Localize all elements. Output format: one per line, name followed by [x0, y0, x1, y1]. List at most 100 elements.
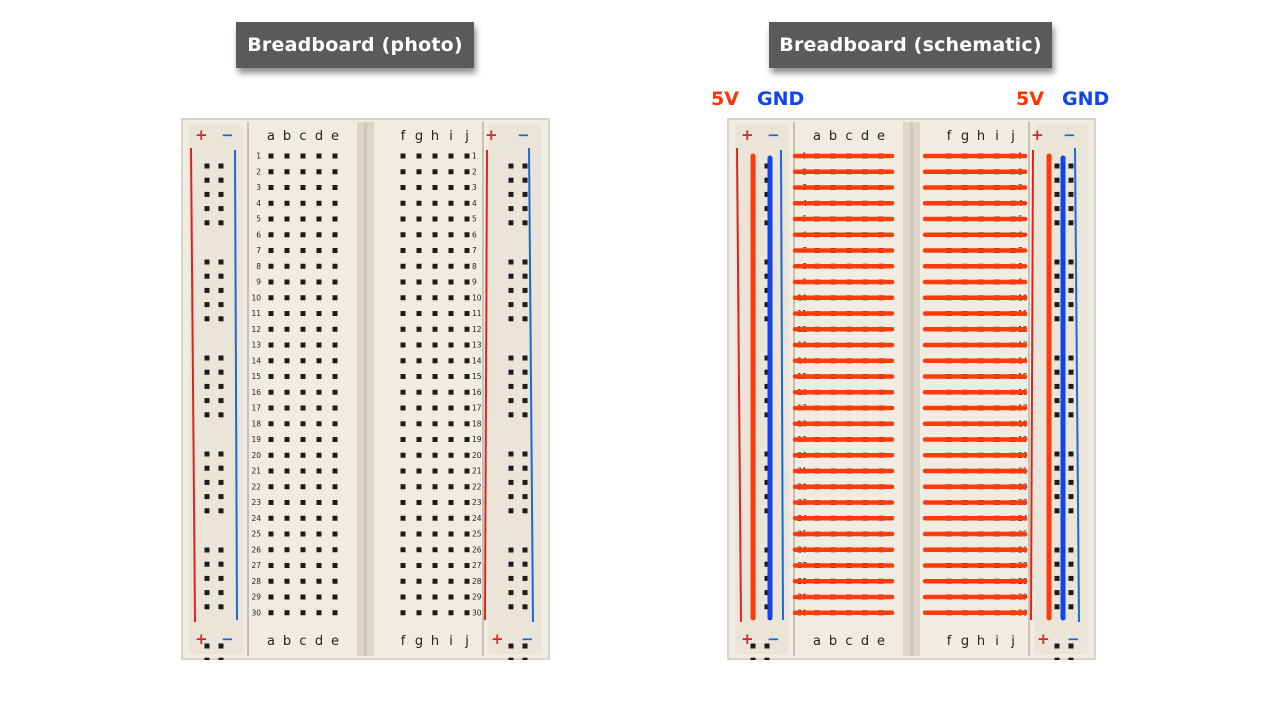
photo-col-header-top: f	[401, 129, 406, 144]
terminal-hole	[300, 563, 306, 568]
terminal-hole	[332, 531, 338, 537]
row-number: 9	[472, 278, 477, 287]
terminal-hole	[448, 468, 454, 474]
rail-hole	[218, 412, 224, 418]
terminal-hole	[332, 200, 338, 206]
rail-hole	[508, 177, 514, 183]
rail-hole	[764, 287, 770, 293]
terminal-hole	[432, 405, 438, 411]
terminal-hole	[432, 468, 438, 474]
terminal-hole	[464, 326, 470, 332]
terminal-hole	[332, 263, 338, 269]
terminal-hole	[300, 468, 306, 474]
terminal-hole	[268, 484, 274, 490]
terminal-hole	[300, 405, 306, 411]
terminal-hole	[284, 468, 290, 474]
row-number: 11	[251, 309, 261, 318]
row-number: 17	[472, 404, 482, 413]
rail-hole	[522, 355, 528, 361]
rail-hole	[1054, 590, 1060, 596]
row-number: 13	[251, 341, 261, 350]
row-number: 2	[472, 167, 477, 176]
rail-hole	[1054, 355, 1060, 361]
terminal-hole	[464, 169, 470, 175]
terminal-hole	[332, 216, 338, 222]
schematic-divider-left	[793, 122, 795, 656]
terminal-hole	[316, 374, 322, 379]
terminal-hole	[416, 342, 422, 348]
schematic-divider-right	[1028, 122, 1030, 656]
terminal-hole	[268, 405, 274, 411]
schematic-col-header-top: g	[961, 129, 969, 144]
terminal-hole	[464, 389, 470, 395]
rail-hole	[1068, 547, 1074, 553]
rail-hole	[522, 259, 528, 265]
rail-hole	[1068, 508, 1074, 514]
rail-hole	[204, 369, 210, 375]
terminal-hole	[316, 169, 322, 175]
terminal-hole	[268, 200, 274, 206]
rail-hole	[508, 259, 514, 265]
terminal-hole	[400, 169, 406, 175]
rail-hole	[1068, 191, 1074, 197]
rail-hole	[1054, 657, 1060, 660]
terminal-hole	[448, 248, 454, 253]
terminal-hole	[300, 421, 306, 427]
rail-hole	[1068, 657, 1074, 660]
rail-hole	[522, 412, 528, 418]
rail-hole	[204, 547, 210, 553]
rail-hole	[508, 383, 514, 389]
rail-hole	[764, 451, 770, 457]
row-number: 21	[251, 467, 261, 476]
terminal-hole	[400, 563, 406, 568]
row-number: 12	[251, 325, 261, 334]
terminal-hole	[332, 594, 338, 600]
rail-hole	[1068, 206, 1074, 212]
row-number: 9	[256, 278, 261, 287]
rail-hole	[218, 657, 224, 660]
terminal-hole	[464, 500, 470, 505]
row-number: 12	[472, 325, 482, 334]
rail-hole	[508, 561, 514, 567]
rail-hole	[764, 302, 770, 308]
row-number: 24	[472, 514, 482, 523]
terminal-hole	[284, 563, 290, 568]
rail-hole	[522, 316, 528, 322]
terminal-hole	[316, 594, 322, 600]
terminal-hole	[284, 610, 290, 616]
terminal-hole	[332, 421, 338, 427]
rail-hole	[522, 604, 528, 610]
terminal-hole	[268, 279, 274, 285]
terminal-hole	[400, 610, 406, 616]
row-number: 19	[472, 435, 482, 444]
rail-hole	[508, 604, 514, 610]
photo-col-header-top: j	[464, 129, 469, 144]
rail-hole	[204, 206, 210, 212]
terminal-hole	[316, 500, 322, 505]
terminal-hole	[268, 311, 274, 316]
terminal-hole	[464, 515, 470, 521]
photo-right-rail-strip	[488, 124, 542, 654]
terminal-hole	[400, 263, 406, 269]
rail-hole	[764, 547, 770, 553]
rail-hole	[508, 508, 514, 514]
rail-hole	[508, 575, 514, 581]
terminal-hole	[464, 405, 470, 411]
rail-hole	[522, 383, 528, 389]
terminal-hole	[268, 185, 274, 190]
terminal-hole	[316, 484, 322, 490]
rail-hole	[1054, 494, 1060, 500]
photo-col-header-top: e	[331, 129, 339, 144]
terminal-hole	[448, 311, 454, 316]
terminal-hole	[268, 468, 274, 474]
schematic-col-header-bottom: f	[947, 634, 952, 649]
terminal-hole	[448, 374, 454, 379]
rail-hole	[204, 479, 210, 485]
terminal-hole	[432, 311, 438, 316]
terminal-hole	[300, 326, 306, 332]
terminal-hole	[416, 452, 422, 458]
rail-hole	[204, 316, 210, 322]
terminal-hole	[464, 279, 470, 285]
row-number: 30	[472, 608, 482, 617]
terminal-hole	[448, 342, 454, 348]
